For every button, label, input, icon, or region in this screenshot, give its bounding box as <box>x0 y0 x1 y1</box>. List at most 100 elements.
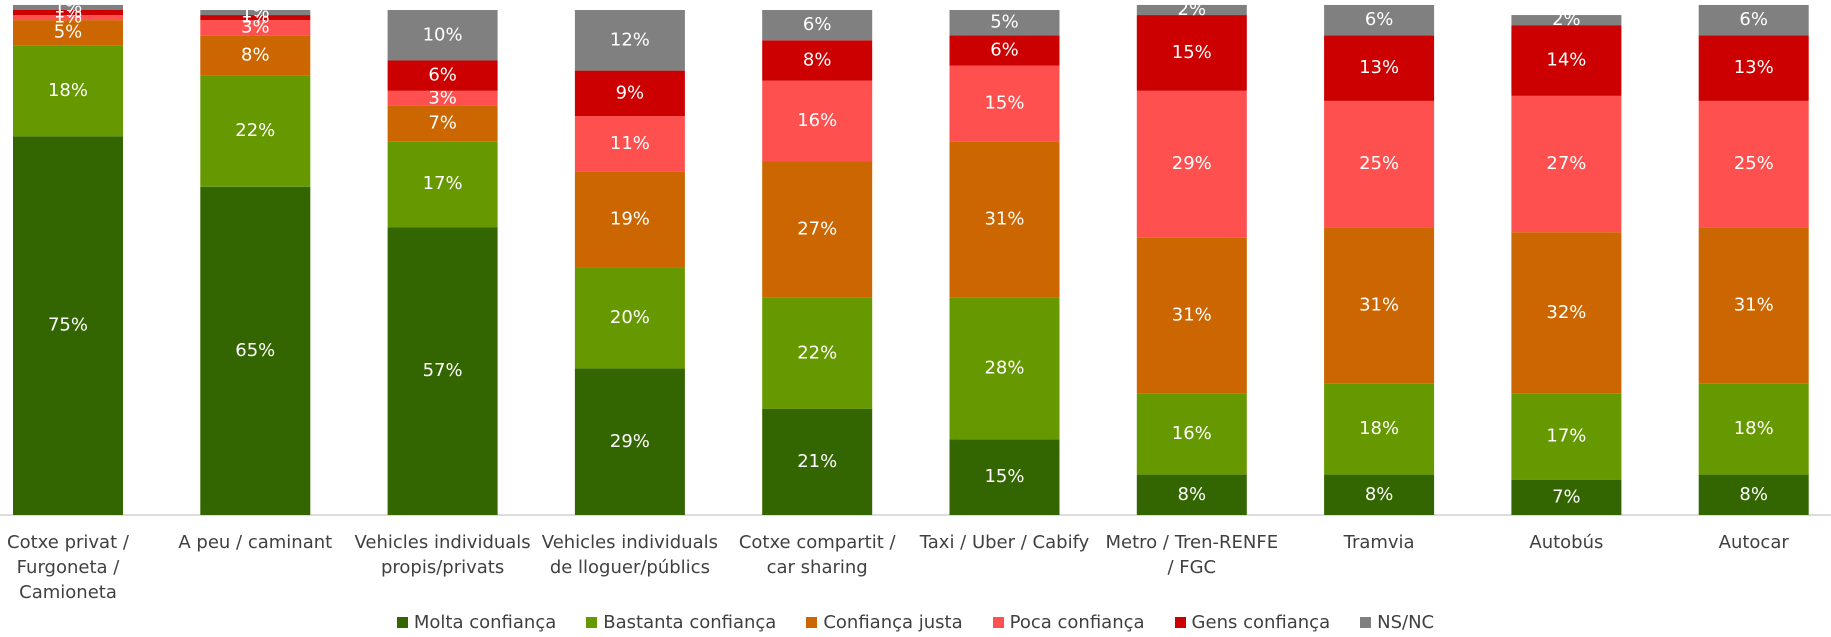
data-label: 32% <box>1546 302 1586 323</box>
bar-segment <box>1698 35 1809 101</box>
bar-segment <box>574 368 685 515</box>
x-tick-label: Taxi / Uber / Cabify <box>919 532 1090 553</box>
data-label: 25% <box>1359 153 1399 174</box>
data-label: 11% <box>610 133 650 154</box>
bar-segment <box>13 45 123 137</box>
bar-segment <box>1511 15 1622 26</box>
data-label: 29% <box>1172 153 1212 174</box>
bar-segment <box>762 40 873 81</box>
bar-segment <box>1511 232 1622 394</box>
bar-segment <box>574 171 685 268</box>
bar-segment <box>1511 95 1622 233</box>
legend-item: NS/NC <box>1360 612 1434 633</box>
data-label: 31% <box>984 209 1024 230</box>
data-label: 2% <box>1178 0 1207 20</box>
data-label: 3% <box>241 17 270 38</box>
bar-segment <box>387 227 498 515</box>
bar-segment <box>1698 100 1809 228</box>
legend-label: Molta confiança <box>413 612 557 633</box>
bar-segment <box>1698 474 1809 515</box>
bar-segment <box>1136 474 1247 515</box>
legend-label: Confiança justa <box>823 612 963 633</box>
data-label: 3% <box>428 87 457 108</box>
x-tick-label: Cotxe compartit / car sharing <box>738 532 896 578</box>
data-label: 5% <box>990 12 1019 33</box>
bar-segment <box>762 297 873 409</box>
data-label: 14% <box>1546 50 1586 71</box>
data-label: 5% <box>54 22 83 43</box>
bar-segment <box>200 75 311 187</box>
data-label: 6% <box>428 65 457 86</box>
bar-segment <box>13 20 123 46</box>
data-label: 22% <box>235 120 275 141</box>
legend-swatch <box>396 617 408 628</box>
bar-segment <box>1698 227 1809 384</box>
bar-segment <box>574 70 685 117</box>
data-label: 8% <box>1365 484 1394 505</box>
data-label: 15% <box>984 92 1024 113</box>
x-tick-label: Autocar <box>1718 532 1789 553</box>
data-label: 6% <box>1365 9 1394 30</box>
bar-segment <box>200 15 311 21</box>
data-label: 6% <box>803 14 832 35</box>
bar-segment <box>200 20 311 36</box>
legend-item: Molta confiança <box>396 612 557 633</box>
bar-segment <box>387 10 498 61</box>
data-label: 18% <box>1734 418 1774 439</box>
data-label: 12% <box>610 29 650 50</box>
data-label: 18% <box>1359 418 1399 439</box>
data-label: 6% <box>990 39 1019 60</box>
data-label: 31% <box>1172 305 1212 326</box>
bar-segment <box>762 10 873 41</box>
data-label: 20% <box>610 307 650 328</box>
bar-segment <box>574 267 685 369</box>
x-tick-label: Vehicles individuals de lloguer/públics <box>541 532 718 578</box>
data-label: 17% <box>423 173 463 194</box>
bar-segment <box>762 408 873 515</box>
bar-segment <box>1698 383 1809 475</box>
data-label: 8% <box>241 44 270 65</box>
data-label: 31% <box>1734 294 1774 315</box>
legend-item: Bastanta confiança <box>586 612 776 633</box>
data-label: 19% <box>610 209 650 230</box>
bar-segment <box>1324 474 1435 515</box>
bar-segment <box>949 141 1060 298</box>
bar-segment <box>387 60 498 91</box>
data-label: 21% <box>797 451 837 472</box>
bar-segment <box>949 65 1060 142</box>
bar-segment <box>1324 4 1435 36</box>
bar-segment <box>1136 15 1247 91</box>
data-label: 9% <box>616 82 645 103</box>
x-tick-label: Metro / Tren-RENFE / FGC <box>1105 532 1279 578</box>
data-label: 29% <box>610 431 650 452</box>
data-label: 17% <box>1546 426 1586 447</box>
legend-label: NS/NC <box>1377 612 1435 633</box>
bar-segment <box>13 136 123 515</box>
legend-swatch <box>1174 617 1186 628</box>
bar-segment <box>1698 4 1809 36</box>
bar-segment <box>1324 227 1435 384</box>
data-label: 27% <box>1546 153 1586 174</box>
bar-segment <box>762 161 873 298</box>
x-tick-label: Vehicles individuals propis/privats <box>354 532 531 578</box>
bar-segment <box>13 4 123 10</box>
x-tick-label: Cotxe privat / Furgoneta / Camioneta <box>7 532 129 603</box>
legend-swatch <box>806 617 818 628</box>
legend-swatch <box>586 617 598 628</box>
data-label: 65% <box>235 340 275 361</box>
bar-segment <box>574 10 685 71</box>
bar-segment <box>1136 393 1247 475</box>
data-label: 57% <box>423 360 463 381</box>
bar-segment <box>1136 237 1247 394</box>
data-label: 22% <box>797 342 837 363</box>
bar-segment <box>1324 35 1435 101</box>
x-tick-label: Autobús <box>1529 532 1604 553</box>
data-label: 15% <box>984 466 1024 487</box>
x-tick-label: A peu / caminant <box>178 532 333 553</box>
data-label: 8% <box>1178 484 1207 505</box>
data-label: 1% <box>54 0 83 17</box>
data-label: 7% <box>1552 486 1581 507</box>
data-label: 18% <box>48 80 88 101</box>
